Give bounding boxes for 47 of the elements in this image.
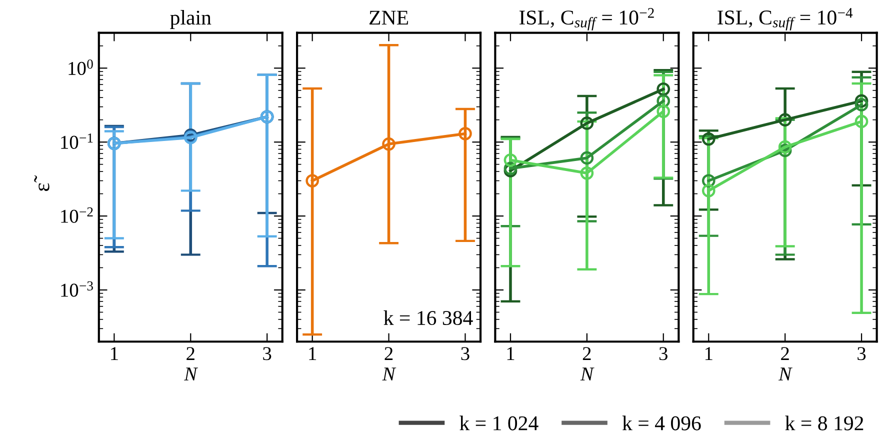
y-tick-label: 10$^{−2}$ bbox=[61, 207, 93, 223]
point bbox=[778, 144, 792, 158]
x-tick-label: 1 bbox=[507, 347, 514, 360]
point bbox=[778, 113, 792, 126]
y-tick-label: 10$^{−3}$ bbox=[61, 281, 93, 297]
point bbox=[702, 184, 716, 198]
text: k = 1 024 bbox=[460, 416, 538, 430]
y-axis-title: ε̃ bbox=[34, 175, 50, 192]
point bbox=[504, 162, 518, 176]
point bbox=[854, 98, 868, 112]
annotation: k = 16 384 bbox=[384, 310, 473, 326]
point bbox=[656, 94, 670, 108]
x-tick-label: 1 bbox=[309, 347, 316, 360]
point bbox=[580, 151, 594, 165]
x-tick-label: 1 bbox=[705, 347, 712, 360]
chart-title: ZNE bbox=[370, 10, 408, 25]
y-tick-label: 10$^{0}$ bbox=[68, 60, 93, 76]
point bbox=[656, 104, 670, 118]
point bbox=[854, 94, 868, 108]
point bbox=[504, 153, 518, 167]
x-tick-label: 2 bbox=[384, 347, 393, 360]
x-tick-label: 3 bbox=[858, 347, 866, 360]
point bbox=[854, 114, 868, 128]
point bbox=[504, 164, 518, 178]
x-tick-label: 3 bbox=[461, 347, 470, 360]
chart-title: ISL, C$_{suff}$ = 10$^{−2}$ bbox=[519, 8, 654, 30]
x-tick-label: 1 bbox=[111, 347, 118, 360]
point bbox=[656, 82, 670, 96]
x-tick-label: 2 bbox=[781, 347, 789, 360]
point bbox=[702, 132, 716, 146]
x-axis-title: N bbox=[382, 368, 396, 380]
x-axis-title: N bbox=[778, 368, 792, 380]
text: k = 8 192 bbox=[785, 416, 864, 430]
x-tick-label: 2 bbox=[186, 347, 194, 360]
x-axis-title: N bbox=[184, 368, 198, 380]
point bbox=[778, 140, 792, 154]
x-tick-label: 3 bbox=[263, 347, 272, 360]
point bbox=[702, 174, 716, 188]
point bbox=[580, 166, 594, 180]
x-axis-title: N bbox=[580, 368, 594, 380]
x-tick-label: 2 bbox=[582, 347, 591, 360]
y-tick-label: 10$^{−1}$ bbox=[61, 133, 93, 149]
point bbox=[580, 116, 594, 130]
text: k = 4 096 bbox=[622, 416, 701, 430]
x-tick-label: 3 bbox=[659, 347, 668, 360]
chart-title: ISL, C$_{suff}$ = 10$^{−4}$ bbox=[718, 8, 853, 30]
chart-title: plain bbox=[170, 10, 212, 29]
